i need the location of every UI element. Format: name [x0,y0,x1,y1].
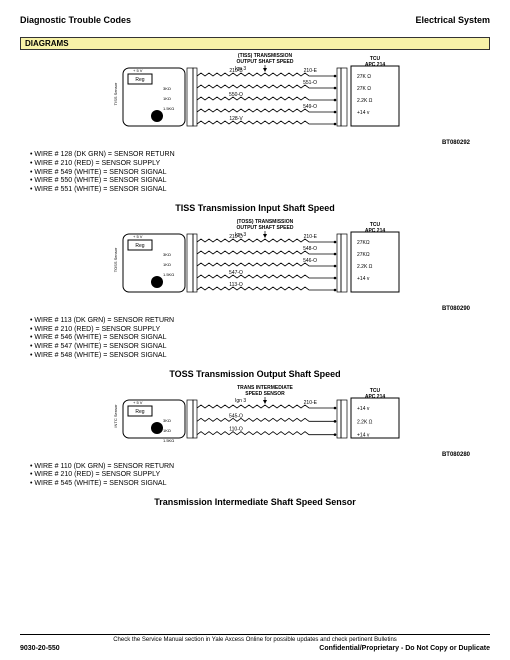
wire-list-item: WIRE # 548 (WHITE) = SENSOR SIGNAL [30,352,490,361]
svg-text:2.2K Ω: 2.2K Ω [357,419,373,425]
wiring-diagram: (TISS) TRANSMISSION OUTPUT SHAFT SPEED R… [105,50,405,138]
svg-text:128-V: 128-V [229,116,243,122]
page-footer: Check the Service Manual section in Yale… [20,634,490,652]
wire-list-item: WIRE # 550 (WHITE) = SENSOR SIGNAL [30,177,490,186]
wiring-diagram: TRANS INTERMEDIATE SPEED SENSOR Reg + 5 … [105,382,405,450]
svg-text:APC 214: APC 214 [365,62,386,68]
svg-text:APC 214: APC 214 [365,394,386,400]
svg-text:113-O: 113-O [229,282,243,288]
sections-container: (TISS) TRANSMISSION OUTPUT SHAFT SPEED R… [20,50,490,507]
svg-text:548-O: 548-O [303,246,317,252]
svg-text:Reg: Reg [135,77,144,83]
footer-left: 9030-20-550 [20,645,60,652]
svg-text:+ 5 V: + 5 V [133,234,143,239]
header-left: Diagnostic Trouble Codes [20,15,131,25]
svg-text:SPEED SENSOR: SPEED SENSOR [245,391,285,397]
svg-text:1.5KΩ: 1.5KΩ [163,272,174,277]
wire-list: WIRE # 110 (DK GRN) = SENSOR RETURNWIRE … [30,463,490,489]
wire-list-item: WIRE # 210 (RED) = SENSOR SUPPLY [30,326,490,335]
svg-text:210-D: 210-D [229,234,243,240]
svg-text:+ 5 V: + 5 V [133,400,143,405]
header-right: Electrical System [415,15,490,25]
page-header: Diagnostic Trouble Codes Electrical Syst… [20,15,490,25]
diagrams-banner: DIAGRAMS [20,37,490,50]
svg-text:546-O: 546-O [303,258,317,264]
svg-text:2.2K Ω: 2.2K Ω [357,264,373,270]
svg-text:1KΩ: 1KΩ [163,262,171,267]
svg-text:OUTPUT SHAFT SPEED: OUTPUT SHAFT SPEED [237,59,294,65]
svg-text:Reg: Reg [135,243,144,249]
svg-text:210-E: 210-E [304,234,318,240]
wire-list-item: WIRE # 210 (RED) = SENSOR SUPPLY [30,471,490,480]
wire-list: WIRE # 128 (DK GRN) = SENSOR RETURNWIRE … [30,151,490,195]
svg-text:1.5KΩ: 1.5KΩ [163,438,174,443]
wire-list-item: WIRE # 113 (DK GRN) = SENSOR RETURN [30,317,490,326]
section-title: TOSS Transmission Output Shaft Speed [20,369,490,379]
part-number: BT080280 [20,452,470,458]
svg-text:Reg: Reg [135,409,144,415]
wire-list-item: WIRE # 551 (WHITE) = SENSOR SIGNAL [30,186,490,195]
svg-text:TOSS Sensor: TOSS Sensor [113,247,118,272]
wiring-diagram: (TOSS) TRANSMISSION OUTPUT SHAFT SPEED R… [105,216,405,304]
part-number: BT080290 [20,306,470,312]
svg-text:1.5KΩ: 1.5KΩ [163,106,174,111]
footer-note: Check the Service Manual section in Yale… [20,637,490,643]
svg-text:27K Ω: 27K Ω [357,86,371,92]
wire-list-item: WIRE # 128 (DK GRN) = SENSOR RETURN [30,151,490,160]
wire-list-item: WIRE # 210 (RED) = SENSOR SUPPLY [30,160,490,169]
svg-text:549-O: 549-O [303,104,317,110]
wire-list-item: WIRE # 549 (WHITE) = SENSOR SIGNAL [30,169,490,178]
svg-text:551-O: 551-O [303,80,317,86]
svg-text:3KΩ: 3KΩ [163,418,171,423]
wire-list-item: WIRE # 110 (DK GRN) = SENSOR RETURN [30,463,490,472]
wire-list-item: WIRE # 545 (WHITE) = SENSOR SIGNAL [30,480,490,489]
svg-text:TISS Sensor: TISS Sensor [113,82,118,105]
svg-text:550-O: 550-O [229,92,243,98]
svg-text:27KΩ: 27KΩ [357,240,370,246]
svg-text:210-B: 210-B [229,68,243,74]
svg-text:+ 5 V: + 5 V [133,68,143,73]
svg-text:110-O: 110-O [229,426,243,432]
wire-list-item: WIRE # 547 (WHITE) = SENSOR SIGNAL [30,343,490,352]
svg-text:547-O: 547-O [229,270,243,276]
svg-text:3KΩ: 3KΩ [163,252,171,257]
svg-text:210-E: 210-E [304,68,318,74]
section-title: TISS Transmission Input Shaft Speed [20,203,490,213]
svg-text:+14 v: +14 v [357,406,370,412]
svg-text:1KΩ: 1KΩ [163,428,171,433]
svg-text:+14 v: +14 v [357,276,370,282]
section-title: Transmission Intermediate Shaft Speed Se… [20,497,490,507]
footer-right: Confidential/Proprietary - Do Not Copy o… [319,645,490,652]
svg-text:Ign 3: Ign 3 [235,398,246,404]
svg-text:1KΩ: 1KΩ [163,96,171,101]
svg-text:27KΩ: 27KΩ [357,252,370,258]
svg-text:210-E: 210-E [304,400,318,406]
svg-text:27K Ω: 27K Ω [357,74,371,80]
svg-text:545-O: 545-O [229,413,243,419]
svg-text:2.2K Ω: 2.2K Ω [357,98,373,104]
svg-text:3KΩ: 3KΩ [163,86,171,91]
svg-text:OUTPUT SHAFT SPEED: OUTPUT SHAFT SPEED [237,225,294,231]
svg-text:+14 v: +14 v [357,110,370,116]
wire-list-item: WIRE # 546 (WHITE) = SENSOR SIGNAL [30,334,490,343]
wire-list: WIRE # 113 (DK GRN) = SENSOR RETURNWIRE … [30,317,490,361]
svg-text:INTC Sensor: INTC Sensor [113,403,118,427]
part-number: BT080292 [20,140,470,146]
svg-text:+14 v: +14 v [357,432,370,438]
svg-text:APC 214: APC 214 [365,228,386,234]
